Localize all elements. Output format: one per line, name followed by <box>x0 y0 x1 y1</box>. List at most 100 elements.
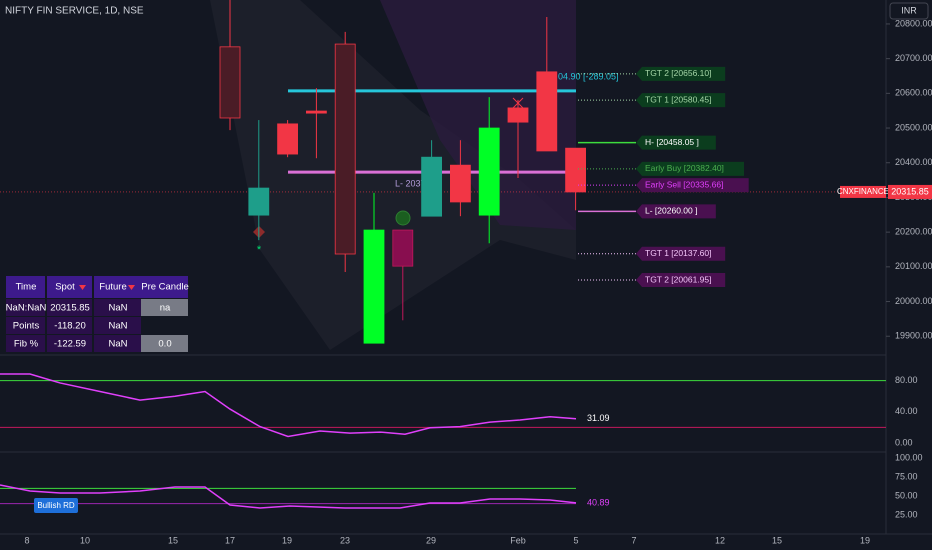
target-box <box>636 66 726 81</box>
table-header-cell <box>141 276 188 298</box>
badge <box>34 498 78 513</box>
target-box <box>636 204 716 219</box>
sort-arrow <box>79 285 86 290</box>
candle-body <box>277 123 299 155</box>
price-tick-label: 20700.00 <box>895 53 932 63</box>
table-header-cell <box>94 276 141 298</box>
annotation: L- 2037 <box>395 178 426 188</box>
price-tick-label: 20600.00 <box>895 88 932 98</box>
table-header: Spot <box>55 282 75 293</box>
table-cell-text: 0.0 <box>158 339 171 350</box>
table-cell-text: Fib % <box>14 339 39 350</box>
candle-body <box>536 71 558 152</box>
currency-button[interactable] <box>889 2 929 20</box>
time-label: 19 <box>282 535 292 545</box>
osc-tick-label: 80.00 <box>895 375 918 385</box>
osc-tick-label: 50.00 <box>895 490 918 500</box>
last-price-label: 20315.85 <box>891 186 929 196</box>
annotation: 04.90 [-289.05] <box>558 71 619 81</box>
time-label: 10 <box>80 535 90 545</box>
candle-body <box>248 187 270 216</box>
symbol-title: NIFTY FIN SERVICE, 1D, NSE <box>5 6 144 17</box>
time-label: 23 <box>340 535 350 545</box>
target-label: Early Sell [20335.66] <box>645 179 723 189</box>
candle-body <box>305 110 327 114</box>
osc-tick-label: 75.00 <box>895 471 918 481</box>
table-cell <box>94 299 141 316</box>
candle-body <box>507 107 529 123</box>
target-box <box>636 135 716 150</box>
table-cell <box>94 317 141 334</box>
table-header: Pre Candle <box>141 282 189 293</box>
table-header: Time <box>16 282 37 293</box>
table-cell <box>6 335 45 352</box>
time-label: 7 <box>631 535 636 545</box>
osc-tick-label: 100.00 <box>895 452 923 462</box>
target-label: TGT 2 [20656.10] <box>645 68 711 78</box>
osc-value-label: 31.09 <box>587 413 610 423</box>
time-label: 15 <box>168 535 178 545</box>
time-label: 8 <box>24 535 29 545</box>
last-price-tag <box>888 184 932 199</box>
candle-body <box>565 147 586 193</box>
badge-label: Bullish RD <box>37 501 75 510</box>
price-tick-label: 20500.00 <box>895 122 932 132</box>
table-cell-text: -122.59 <box>54 339 86 350</box>
osc-tick-label: 0.00 <box>895 437 913 447</box>
table-header-cell <box>47 276 92 298</box>
target-label: Early Buy [20382.40] <box>645 163 724 173</box>
table-header-cell <box>6 276 45 298</box>
table-cell-text: 20315.85 <box>50 303 90 314</box>
candle-body <box>478 127 500 216</box>
time-label: 17 <box>225 535 235 545</box>
band-gray <box>210 0 576 350</box>
target-box <box>636 273 726 288</box>
price-tick-label: 20800.00 <box>895 18 932 28</box>
info-table: Time Spot Future Pre Candle NaN:NaN 20315.85 N… <box>6 276 189 352</box>
osc-value-label: 40.89 <box>587 497 610 507</box>
table-cell <box>47 335 92 352</box>
candle-body <box>421 156 443 217</box>
price-tick-label: 20400.00 <box>895 157 932 167</box>
target-label: TGT 1 [20580.45] <box>645 94 711 104</box>
time-label: 19 <box>860 535 870 545</box>
target-label: TGT 2 [20061.95] <box>645 274 711 284</box>
table-cell-text: na <box>160 303 171 314</box>
currency-label[interactable]: INR <box>901 5 917 15</box>
table-cell <box>94 335 141 352</box>
osc-tick-label: 25.00 <box>895 509 918 519</box>
time-label: 15 <box>772 535 782 545</box>
table-cell-text: -118.20 <box>54 321 86 332</box>
table-cell-text: NaN <box>108 321 127 332</box>
time-label: 5 <box>573 535 578 545</box>
osc-tick-label: 40.00 <box>895 406 918 416</box>
target-box <box>636 246 726 261</box>
signal-star: * <box>257 244 262 256</box>
time-label: 29 <box>426 535 436 545</box>
table-cell <box>6 317 45 334</box>
table-header: Future <box>99 282 126 293</box>
table-cell <box>141 335 188 352</box>
candle-body <box>449 164 471 203</box>
symbol-tag <box>840 185 886 198</box>
sort-arrow <box>128 285 135 290</box>
price-tick-label: 20000.00 <box>895 296 932 306</box>
table-cell <box>141 299 188 316</box>
candle-body <box>219 46 241 119</box>
candle-body <box>334 43 356 255</box>
table-cell <box>47 317 92 334</box>
target-box <box>636 161 744 176</box>
table-cell-text: NaN <box>108 303 127 314</box>
target-box <box>636 178 749 193</box>
table-cell-text: NaN <box>108 339 127 350</box>
time-label: Feb <box>510 535 526 545</box>
signal-dot <box>395 210 411 226</box>
table-cell <box>47 299 92 316</box>
target-label: H- [20458.05 ] <box>645 137 699 147</box>
price-tick-label: 19900.00 <box>895 331 932 341</box>
table-cell <box>6 299 45 316</box>
candle-body <box>392 229 414 267</box>
candle-body <box>363 229 385 344</box>
table-cell-text: Points <box>13 321 40 332</box>
